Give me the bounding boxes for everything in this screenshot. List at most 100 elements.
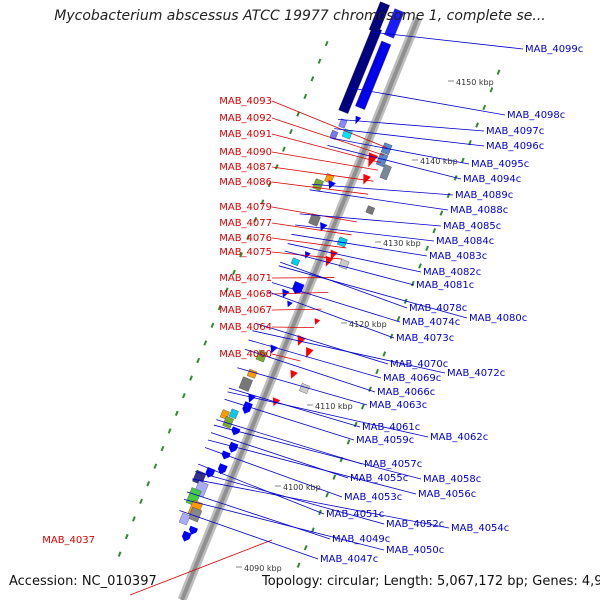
gc-dot bbox=[296, 562, 301, 568]
gene-box bbox=[290, 257, 300, 267]
gene-label-mab_4092[interactable]: MAB_4092 bbox=[219, 113, 272, 124]
gc-dot bbox=[310, 76, 315, 82]
gene-label-mab_4063c[interactable]: MAB_4063c bbox=[369, 400, 427, 411]
gene-label-mab_4094c[interactable]: MAB_4094c bbox=[463, 174, 521, 185]
leader-line bbox=[309, 189, 449, 211]
leader-line bbox=[244, 348, 376, 393]
kbp-label: 4100 kbp bbox=[283, 483, 321, 492]
gene-label-mab_4085c[interactable]: MAB_4085c bbox=[443, 221, 501, 232]
gene-label-mab_4052c[interactable]: MAB_4052c bbox=[386, 519, 444, 530]
gene-label-mab_4047c[interactable]: MAB_4047c bbox=[320, 554, 378, 565]
gc-dot bbox=[174, 410, 179, 417]
gc-dot bbox=[153, 463, 158, 469]
gene-label-mab_4075[interactable]: MAB_4075 bbox=[219, 247, 272, 258]
gene-label-mab_4056c[interactable]: MAB_4056c bbox=[418, 489, 476, 500]
gc-dot bbox=[146, 481, 151, 487]
gene-label-mab_4080c[interactable]: MAB_4080c bbox=[469, 313, 527, 324]
kbp-label: 4120 kbp bbox=[349, 320, 387, 329]
gene-label-mab_4081c[interactable]: MAB_4081c bbox=[416, 280, 474, 291]
gc-dot bbox=[196, 357, 201, 364]
gene-label-mab_4072c[interactable]: MAB_4072c bbox=[447, 368, 505, 379]
gene-label-mab_4095c[interactable]: MAB_4095c bbox=[471, 159, 529, 170]
gene-label-mab_4097c[interactable]: MAB_4097c bbox=[486, 126, 544, 137]
gene-label-mab_4090[interactable]: MAB_4090 bbox=[219, 147, 272, 158]
gene-label-mab_4078c[interactable]: MAB_4078c bbox=[409, 303, 467, 314]
gene-arrow bbox=[242, 401, 253, 414]
leader-line bbox=[271, 151, 378, 171]
gene-label-mab_4093[interactable]: MAB_4093 bbox=[219, 96, 272, 107]
gene-arrow bbox=[306, 347, 314, 358]
leader-line bbox=[334, 128, 485, 147]
gene-label-mab_4067[interactable]: MAB_4067 bbox=[219, 305, 272, 316]
gene-label-mab_4074c[interactable]: MAB_4074c bbox=[402, 317, 460, 328]
gc-dot bbox=[375, 368, 380, 375]
gc-dot bbox=[246, 234, 251, 240]
gc-dot bbox=[303, 93, 308, 100]
gene-arrow bbox=[290, 369, 298, 379]
gc-dot bbox=[303, 544, 308, 551]
gene-label-mab_4050c[interactable]: MAB_4050c bbox=[386, 545, 444, 556]
gene-label-mab_4091[interactable]: MAB_4091 bbox=[219, 129, 272, 140]
gene-label-mab_4061c[interactable]: MAB_4061c bbox=[362, 422, 420, 433]
gene-label-mab_4058c[interactable]: MAB_4058c bbox=[423, 474, 481, 485]
gc-dot bbox=[489, 87, 494, 93]
gc-dot bbox=[232, 269, 236, 276]
gc-dot bbox=[496, 69, 501, 75]
leader-line bbox=[271, 133, 382, 164]
gene-label-mab_4068[interactable]: MAB_4068 bbox=[219, 289, 272, 300]
gc-dot bbox=[224, 287, 229, 293]
gene-label-mab_4049c[interactable]: MAB_4049c bbox=[332, 534, 390, 545]
gene-label-mab_4083c[interactable]: MAB_4083c bbox=[429, 251, 487, 262]
gene-label-mab_4070c[interactable]: MAB_4070c bbox=[390, 359, 448, 370]
leader-line bbox=[271, 181, 369, 195]
leader-line bbox=[291, 233, 428, 257]
gene-label-mab_4066c[interactable]: MAB_4066c bbox=[377, 387, 435, 398]
gc-dot bbox=[317, 58, 322, 64]
gene-label-mab_4088c[interactable]: MAB_4088c bbox=[450, 205, 508, 216]
gene-label-mab_4064[interactable]: MAB_4064 bbox=[219, 322, 272, 333]
gene-label-mab_4077[interactable]: MAB_4077 bbox=[219, 218, 272, 229]
gene-arrow bbox=[328, 180, 336, 190]
gene-label-mab_4098c[interactable]: MAB_4098c bbox=[507, 110, 565, 121]
gc-dot bbox=[425, 245, 429, 252]
gene-label-mab_4055c[interactable]: MAB_4055c bbox=[350, 473, 408, 484]
leader-line bbox=[268, 291, 395, 339]
gene-box bbox=[222, 415, 234, 429]
gene-label-mab_4060[interactable]: MAB_4060 bbox=[219, 349, 272, 360]
gene-label-mab_4037[interactable]: MAB_4037 bbox=[42, 535, 95, 546]
gene-arrow bbox=[330, 249, 338, 260]
gene-label-mab_4059c[interactable]: MAB_4059c bbox=[356, 435, 414, 446]
gene-label-mab_4084c[interactable]: MAB_4084c bbox=[436, 236, 494, 247]
gc-dot bbox=[239, 252, 243, 258]
gene-label-mab_4062c[interactable]: MAB_4062c bbox=[430, 432, 488, 443]
gene-label-mab_4054c[interactable]: MAB_4054c bbox=[451, 523, 509, 534]
gene-label-mab_4099c[interactable]: MAB_4099c bbox=[525, 44, 583, 55]
leader-line bbox=[311, 183, 454, 196]
gene-label-mab_4087[interactable]: MAB_4087 bbox=[219, 162, 272, 173]
gene-arrow bbox=[287, 300, 293, 308]
gene-label-mab_4071[interactable]: MAB_4071 bbox=[219, 273, 272, 284]
gene-label-mab_4073c[interactable]: MAB_4073c bbox=[396, 333, 454, 344]
gc-dot bbox=[410, 280, 415, 287]
gene-label-mab_4089c[interactable]: MAB_4089c bbox=[455, 190, 513, 201]
leader-line bbox=[179, 510, 319, 560]
leader-line bbox=[350, 87, 506, 116]
gene-label-mab_4076[interactable]: MAB_4076 bbox=[219, 233, 272, 244]
gc-dot bbox=[124, 533, 129, 540]
gene-label-mab_4053c[interactable]: MAB_4053c bbox=[344, 492, 402, 503]
gene-label-mab_4051c[interactable]: MAB_4051c bbox=[326, 509, 384, 520]
gene-label-mab_4069c[interactable]: MAB_4069c bbox=[383, 373, 441, 384]
gene-labels[interactable]: MAB_4093 MAB_4092 MAB_4091 MAB_4090 MAB_4087… bbox=[42, 44, 583, 565]
gc-dot bbox=[132, 516, 136, 522]
gene-label-mab_4057c[interactable]: MAB_4057c bbox=[364, 459, 422, 470]
gene-label-mab_4096c[interactable]: MAB_4096c bbox=[486, 141, 544, 152]
gene-label-mab_4079[interactable]: MAB_4079 bbox=[219, 202, 272, 213]
gene-label-mab_4082c[interactable]: MAB_4082c bbox=[423, 267, 481, 278]
gene-label-mab_4086[interactable]: MAB_4086 bbox=[219, 177, 272, 188]
gene-box bbox=[336, 236, 348, 248]
leader-line bbox=[338, 118, 485, 132]
leader-line bbox=[295, 224, 435, 242]
leader-line bbox=[129, 539, 273, 596]
gene-arrow bbox=[181, 530, 192, 542]
